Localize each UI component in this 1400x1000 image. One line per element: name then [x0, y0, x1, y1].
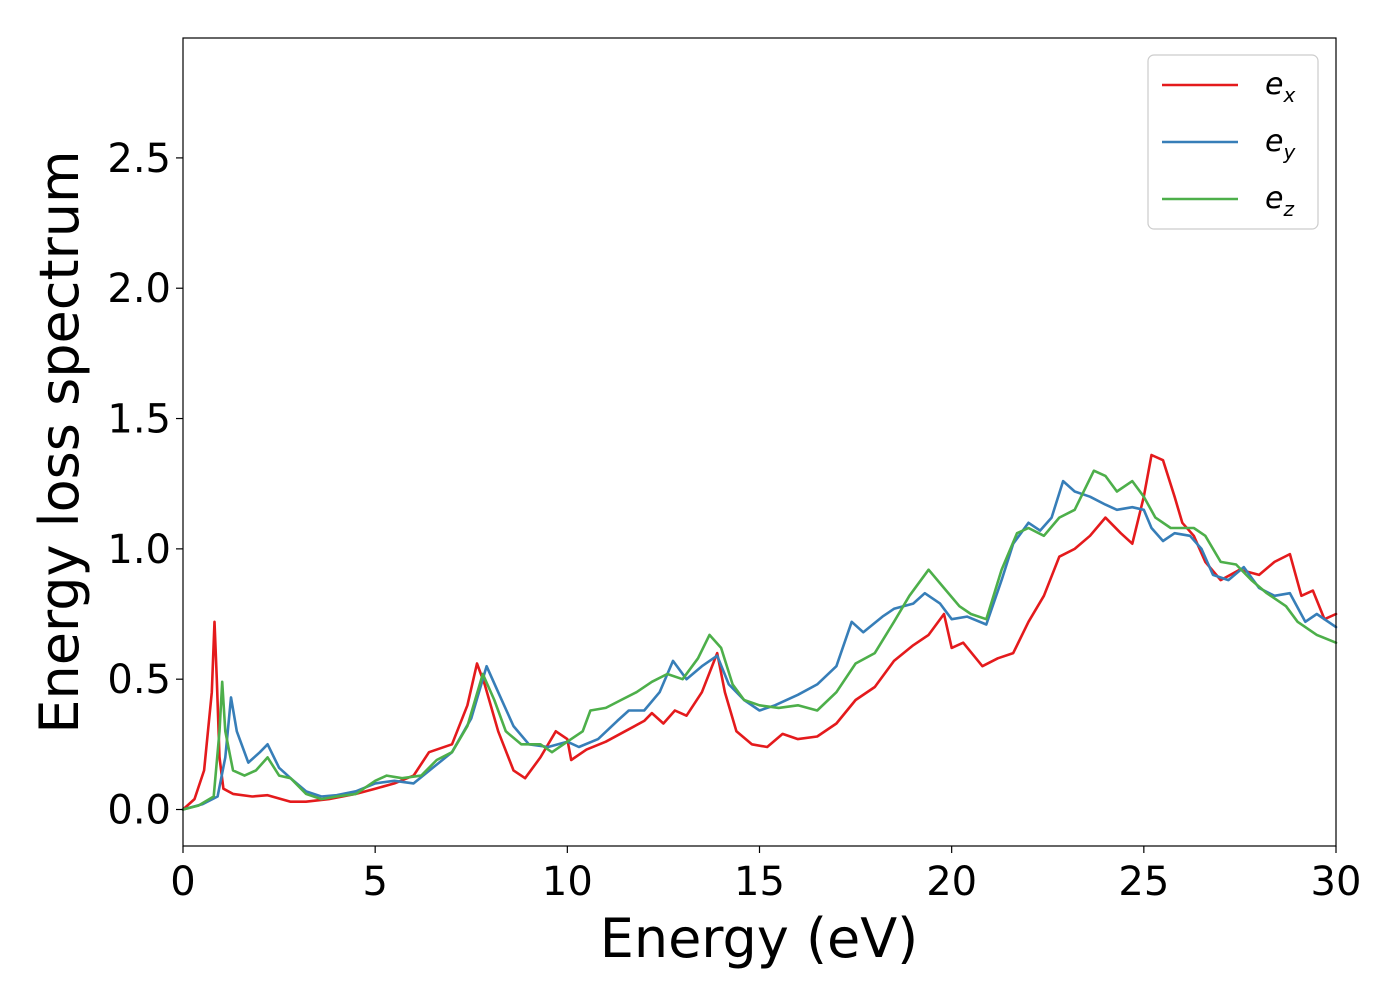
y-axis-label: Energy loss spectrum	[28, 150, 91, 733]
plot-frame	[182, 37, 1337, 847]
x-tick-label: 15	[734, 859, 785, 905]
y-tick-label: 2.0	[107, 266, 171, 312]
y-tick-label: 2.5	[107, 136, 171, 182]
y-axis-ticks: 0.0 0.5 1.0 1.5 2.0 2.5	[107, 136, 183, 834]
legend-label-main: e	[1265, 67, 1283, 102]
x-axis-ticks: 0 5 10 15 20 25 30	[170, 846, 1361, 905]
legend-label-main: e	[1265, 124, 1283, 159]
legend-label-main: e	[1265, 181, 1283, 216]
y-tick-label: 1.0	[107, 527, 171, 573]
legend-label-subscript: x	[1282, 83, 1295, 107]
x-tick-label: 10	[542, 859, 593, 905]
legend-label-e-x: ex	[1265, 67, 1295, 107]
legend-label-subscript: y	[1282, 140, 1296, 164]
x-tick-label: 0	[170, 859, 195, 905]
legend-label-e-y: ey	[1265, 124, 1296, 164]
y-tick-label: 1.5	[107, 397, 171, 443]
x-tick-label: 20	[926, 859, 977, 905]
series-line-e-x	[181, 453, 1338, 811]
legend-label-e-z: ez	[1265, 181, 1294, 221]
y-tick-label: 0.5	[107, 657, 171, 703]
plot-area	[181, 453, 1338, 811]
series-line-e-y	[181, 479, 1338, 811]
legend-label-subscript: z	[1282, 197, 1294, 221]
x-tick-label: 25	[1118, 859, 1169, 905]
x-axis-label: Energy (eV)	[600, 907, 919, 970]
x-tick-label: 30	[1311, 859, 1362, 905]
series-line-e-z	[181, 469, 1338, 811]
x-tick-label: 5	[362, 859, 387, 905]
y-tick-label: 0.0	[107, 788, 171, 834]
